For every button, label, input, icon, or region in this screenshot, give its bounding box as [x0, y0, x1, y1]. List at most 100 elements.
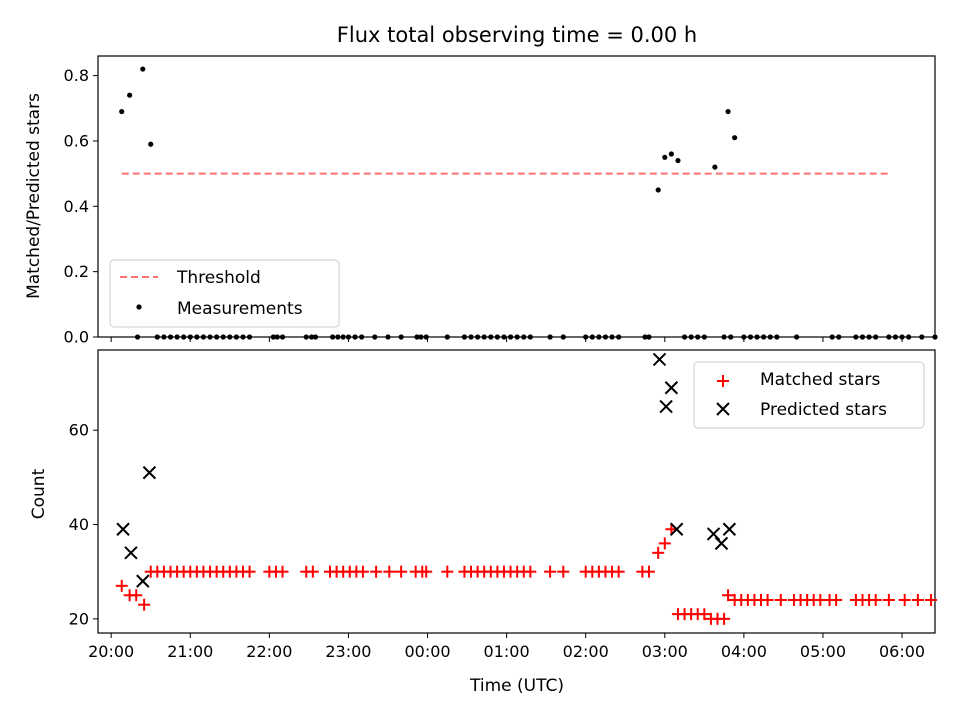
measurement-point — [527, 334, 533, 340]
predicted-star-point — [116, 522, 130, 536]
bottom-x-tick-label: 05:00 — [800, 642, 846, 661]
x-stroke — [664, 381, 679, 395]
bottom-legend: Matched stars Predicted stars — [693, 361, 925, 429]
measurement-point — [754, 334, 760, 340]
measurement-point — [675, 157, 681, 164]
measurement-point — [240, 334, 246, 340]
bottom-legend-box — [693, 361, 925, 429]
measurement-point — [345, 334, 352, 340]
measurement-point — [385, 334, 391, 340]
measurement-point — [140, 66, 146, 72]
bottom-y-axis-label: Count — [29, 468, 49, 519]
top-y-axis-label: Matched/Predicted stars — [24, 93, 44, 299]
x-stroke — [722, 522, 737, 536]
measurement-point — [886, 334, 892, 340]
measurement-point — [207, 334, 213, 340]
measurement-point — [488, 334, 494, 340]
measurement-point — [501, 334, 507, 340]
measurement-point — [747, 334, 754, 340]
bottom-x-ticks: 20:00 21:00 22:00 23:00 00:00 01:00 02:00 03:00… — [88, 633, 925, 661]
matched-star-point — [420, 565, 433, 578]
predicted-star-point — [706, 527, 721, 541]
bottom-x-tick-label: 01:00 — [484, 642, 530, 661]
matched-star-point — [306, 565, 319, 578]
measurement-point — [330, 334, 336, 340]
measurement-point — [721, 334, 727, 340]
matched-star-point — [698, 608, 711, 621]
predicted-star-point — [136, 574, 150, 588]
measurement-point — [194, 334, 200, 340]
top-y-tick-label: 0.6 — [64, 131, 89, 150]
measurement-point — [732, 135, 738, 141]
bottom-y-ticks: 20 40 60 — [69, 421, 98, 628]
measurement-point — [853, 334, 859, 340]
measurement-point — [214, 334, 220, 340]
matched-star-point — [925, 593, 938, 606]
measurement-point — [174, 334, 180, 340]
measurement-point — [414, 334, 420, 340]
measurement-point — [475, 334, 481, 340]
matched-star-point — [276, 565, 289, 578]
matched-star-point — [441, 565, 454, 578]
predicted-star-point — [722, 522, 737, 536]
x-stroke — [659, 399, 673, 414]
bottom-x-tick-label: 03:00 — [642, 642, 688, 661]
measurement-point — [662, 154, 668, 160]
top-y-tick-label: 0.8 — [64, 66, 89, 85]
measurement-point — [270, 334, 276, 340]
threshold-legend-label: Threshold — [176, 268, 261, 288]
predicted-legend-label: Predicted stars — [760, 400, 887, 420]
matched-star-point — [882, 593, 895, 606]
measurement-point — [602, 334, 609, 340]
measurement-point — [127, 92, 133, 98]
top-y-tick-label: 0.2 — [64, 262, 89, 281]
measurement-point — [655, 187, 661, 193]
measurement-point — [712, 164, 718, 170]
bottom-axes: 20 40 60 20:00 21:00 22:00 23:00 00:00 01:00 02:… — [29, 349, 938, 696]
bottom-x-tick-label: 23:00 — [325, 642, 371, 661]
x-stroke — [706, 527, 721, 541]
matched-star-point — [718, 612, 731, 625]
measurement-point — [609, 334, 615, 340]
bottom-x-tick-label: 21:00 — [167, 642, 213, 661]
measurement-point — [134, 334, 141, 340]
matched-star-point — [395, 565, 408, 578]
measurement-point — [167, 334, 174, 340]
x-stroke — [136, 574, 150, 588]
measurement-point — [583, 334, 589, 340]
top-y-tick-label: 0.4 — [64, 197, 89, 216]
measurements-legend-swatch — [136, 304, 142, 310]
matched-legend-swatch — [717, 375, 729, 387]
matched-star-point — [612, 565, 625, 578]
measurement-point — [774, 334, 780, 340]
measurement-point — [642, 334, 648, 340]
measurement-point — [767, 334, 773, 340]
measurement-point — [303, 334, 309, 340]
measurement-point — [616, 334, 622, 340]
measurement-point — [681, 334, 688, 340]
measurement-point — [906, 334, 912, 340]
predicted-star-point — [669, 522, 684, 536]
bottom-y-tick-label: 40 — [69, 515, 89, 534]
measurement-point — [701, 334, 707, 340]
top-legend: Threshold Measurements — [109, 259, 340, 328]
measurement-point — [461, 334, 468, 340]
measurement-point — [494, 334, 500, 340]
bottom-x-tick-label: 04:00 — [721, 642, 767, 661]
matched-star-point — [911, 593, 924, 606]
matched-star-point — [898, 593, 911, 606]
matched-star-point — [356, 565, 369, 578]
measurement-point — [359, 334, 365, 340]
matched-star-point — [138, 598, 151, 611]
matched-star-point — [243, 565, 256, 578]
matched-star-point — [761, 593, 774, 606]
matched-star-point — [658, 537, 671, 550]
measurement-point — [866, 334, 872, 340]
top-y-tick-label: 0.0 — [64, 328, 89, 347]
matched-star-point — [544, 565, 557, 578]
matched-star-point — [383, 565, 396, 578]
bottom-x-tick-label: 02:00 — [563, 642, 609, 661]
top-axes: 0.00.20.40.60.8 Matched/Predicted stars … — [24, 55, 938, 347]
x-stroke — [116, 522, 130, 536]
measurement-point — [859, 334, 866, 340]
